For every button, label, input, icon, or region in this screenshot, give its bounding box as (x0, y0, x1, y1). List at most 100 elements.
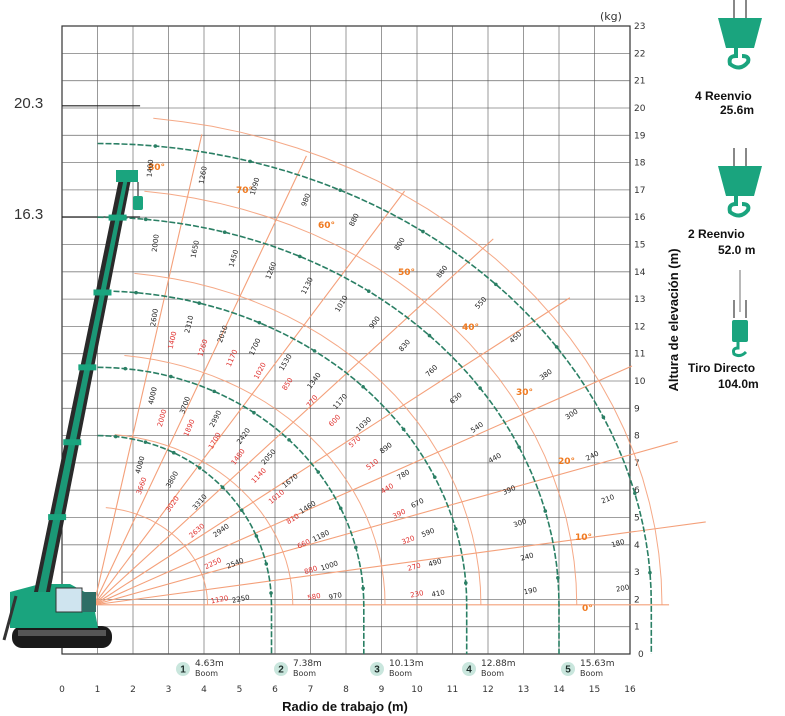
load-value: 2000 (151, 234, 161, 253)
angle-arc (114, 434, 294, 605)
x-tick-label: 13 (518, 685, 529, 695)
hook-label: Tiro Directo (688, 361, 755, 375)
angle-rays (93, 134, 706, 606)
crane-boom-tip (116, 170, 138, 182)
crane-boom-collar (78, 364, 97, 371)
load-point (478, 386, 482, 390)
angle-ray (93, 440, 678, 606)
load-value: 270 (407, 561, 422, 572)
y-tick-label: 18 (634, 159, 646, 169)
load-point (254, 534, 259, 538)
y-tick-label: 20 (634, 104, 646, 114)
boom-word: Boom (580, 669, 603, 678)
load-point (143, 440, 148, 444)
hook-block-body (732, 320, 748, 342)
hook-icon (727, 196, 751, 218)
angle-label: 20° (558, 457, 575, 467)
y-tick-label: 1 (634, 623, 640, 633)
load-point (220, 485, 225, 490)
boom-number: 3 (374, 665, 380, 676)
x-tick-label: 8 (343, 685, 349, 695)
crane-cab (55, 587, 83, 613)
boom-number-badge (176, 662, 190, 676)
y-tick-label: 10 (634, 377, 646, 387)
load-point (554, 345, 559, 349)
y-tick-label: 19 (634, 131, 646, 141)
y-tick-label: 8 (634, 432, 640, 442)
load-point (171, 450, 176, 455)
load-point (354, 545, 358, 550)
y-tick-label: 2 (634, 595, 640, 605)
load-point (143, 217, 148, 222)
load-point (421, 229, 425, 234)
angle-arc (153, 117, 663, 605)
load-point (287, 438, 291, 442)
grid (62, 26, 630, 654)
load-point (298, 254, 302, 259)
x-tick-label: 9 (379, 685, 385, 695)
y-tick-label: 7 (634, 459, 640, 469)
hook-block-body (718, 18, 762, 48)
angle-ray (93, 521, 706, 606)
height-label: 20.3 (14, 95, 43, 112)
load-point (648, 570, 652, 575)
height-label: 16.3 (14, 206, 43, 223)
boom-word: Boom (195, 669, 218, 678)
hook-value: 25.6m (720, 103, 754, 117)
y-tick-label: 17 (634, 186, 645, 196)
boom-word: Boom (293, 669, 316, 678)
load-value: 1260 (198, 166, 209, 185)
load-value: 1400 (146, 159, 156, 177)
x-tick-label: 16 (624, 685, 636, 695)
angle-label: 30° (516, 388, 533, 398)
angle-arc (105, 507, 209, 605)
angle-arc (134, 272, 482, 605)
load-point (264, 562, 269, 566)
load-value: 190 (523, 586, 538, 596)
crane-counterweight (82, 592, 96, 612)
load-point (361, 586, 365, 591)
crane-boom-collar (48, 514, 67, 521)
load-point (361, 384, 365, 389)
load-point (338, 188, 343, 192)
load-value: 2600 (149, 308, 160, 327)
y-tick-label: 16 (634, 213, 646, 223)
load-point (197, 466, 202, 470)
load-point (601, 415, 606, 420)
load-point (432, 475, 437, 479)
load-point (212, 389, 217, 394)
load-point (269, 591, 273, 595)
load-value: 1650 (189, 240, 201, 259)
angle-arc (144, 190, 578, 605)
x-tick-label: 3 (166, 685, 172, 695)
x-tick-label: 4 (201, 685, 207, 695)
angle-label: 10° (575, 533, 592, 543)
hook-block (718, 0, 762, 70)
crane-boom-section (38, 178, 128, 592)
x-tick-label: 15 (589, 685, 600, 695)
y-tick-label: 0 (638, 650, 644, 660)
load-point (543, 509, 548, 513)
load-point (248, 159, 252, 164)
angle-label: 60° (318, 221, 335, 231)
load-value: 1120 (210, 594, 229, 605)
y-tick-label: 4 (634, 541, 640, 551)
angle-label: 80° (148, 163, 165, 173)
load-value: 4000 (147, 386, 159, 405)
y-tick-label: 21 (634, 77, 645, 87)
load-value: 1400 (167, 331, 179, 350)
x-tick-label: 7 (308, 685, 314, 695)
crane-boom-collar (108, 214, 127, 221)
hook-label: 2 Reenvio (688, 227, 745, 241)
boom-length: 10.13m (389, 659, 424, 669)
load-point (453, 527, 458, 531)
hook-block-body (718, 166, 762, 196)
angle-label: 40° (462, 323, 479, 333)
y-tick-label: 15 (634, 241, 645, 251)
load-value: 880 (303, 564, 318, 576)
boom-curve (97, 216, 560, 654)
boom-curve (97, 142, 653, 654)
